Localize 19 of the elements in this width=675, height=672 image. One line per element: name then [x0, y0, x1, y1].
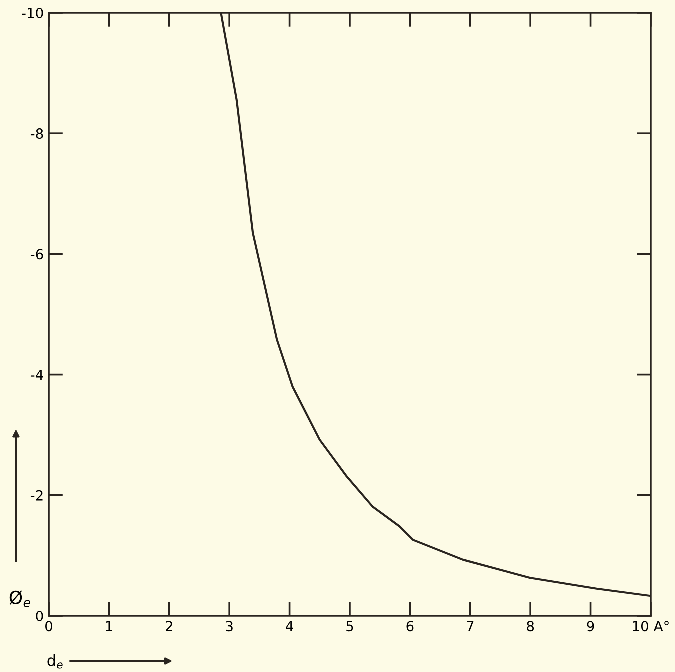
y-tick-label: 0	[36, 610, 44, 622]
y-tick-label: -8	[30, 128, 44, 140]
y-tick-label: -10	[22, 8, 44, 18]
y-tick-label: -6	[30, 249, 44, 260]
x-tick-label: 8	[527, 621, 534, 632]
x-tick-label: 5	[346, 621, 354, 632]
x-tick-label: 6	[406, 621, 414, 632]
x-tick-label: 3	[226, 621, 233, 632]
x-tick-label: 4	[286, 621, 294, 632]
y-axis-title: Ø$_{e}$	[10, 590, 30, 608]
x-tick-label: 9	[587, 621, 594, 632]
x-tick-label: 2	[166, 621, 172, 632]
x-tick-label: 7	[467, 621, 474, 632]
x-tick-label: 10 A°	[633, 621, 669, 632]
y-tick-label: -2	[30, 490, 43, 501]
y-tick-label: -4	[30, 370, 44, 380]
x-axis-title: d$_{e}$	[48, 654, 63, 669]
x-tick-label: 1	[106, 621, 112, 632]
x-tick-label: 0	[46, 621, 52, 632]
